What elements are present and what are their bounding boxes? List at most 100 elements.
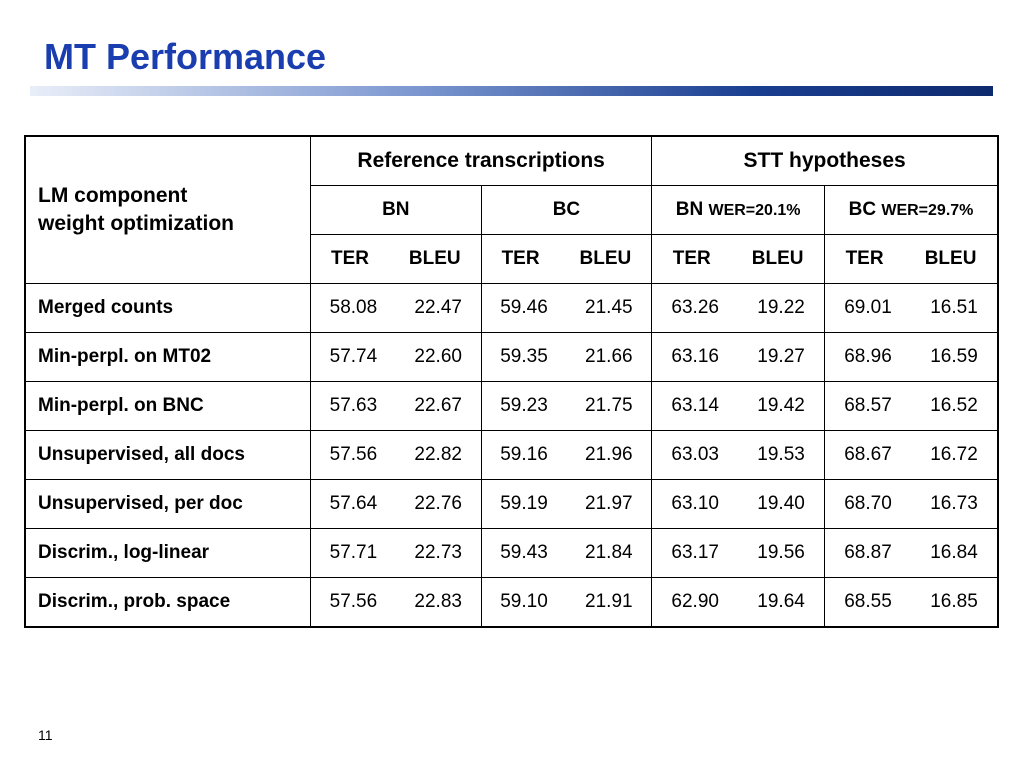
metric-header-cell: TER BLEU xyxy=(651,234,826,284)
metric-bleu: BLEU xyxy=(579,248,632,269)
ter-value: 68.70 xyxy=(844,493,892,514)
row-label: Discrim., prob. space xyxy=(24,577,311,628)
metric-header-cell: TER BLEU xyxy=(480,234,653,284)
metric-ter: TER xyxy=(845,248,884,269)
value-cell: 57.71 22.73 xyxy=(310,528,482,578)
table-row: Discrim., log-linear 57.71 22.73 59.43 21.84… xyxy=(24,528,999,578)
table-row: Unsupervised, per doc 57.64 22.76 59.19 21.9… xyxy=(24,479,999,529)
row-label: Unsupervised, all docs xyxy=(24,430,311,480)
value-cell: 63.17 19.56 xyxy=(651,528,826,578)
metric-ter: TER xyxy=(672,248,711,269)
value-cell: 57.74 22.60 xyxy=(310,332,482,382)
value-cell: 68.57 16.52 xyxy=(824,381,999,431)
ter-value: 63.16 xyxy=(671,346,719,367)
ter-value: 62.90 xyxy=(671,591,719,612)
title-underline-bar xyxy=(30,86,993,96)
bleu-value: 16.84 xyxy=(930,542,978,563)
subgroup-header: BN WER=20.1% xyxy=(651,185,826,235)
row-label: Min-perpl. on BNC xyxy=(24,381,311,431)
value-cell: 57.56 22.83 xyxy=(310,577,482,628)
ter-value: 59.35 xyxy=(500,346,548,367)
row-label: Unsupervised, per doc xyxy=(24,479,311,529)
ter-value: 68.55 xyxy=(844,591,892,612)
value-cell: 57.63 22.67 xyxy=(310,381,482,431)
value-cell: 58.08 22.47 xyxy=(310,283,482,333)
ter-value: 68.87 xyxy=(844,542,892,563)
bleu-value: 16.59 xyxy=(930,346,978,367)
bleu-value: 22.73 xyxy=(414,542,462,563)
table-body: Merged counts 58.08 22.47 59.46 21.45 63.26 19… xyxy=(24,283,999,628)
bleu-value: 16.72 xyxy=(930,444,978,465)
ter-value: 57.56 xyxy=(329,591,378,612)
ter-value: 69.01 xyxy=(844,297,892,318)
row-label: Merged counts xyxy=(24,283,311,333)
ter-value: 58.08 xyxy=(329,297,378,318)
ter-value: 59.19 xyxy=(500,493,548,514)
ter-value: 68.57 xyxy=(844,395,892,416)
ter-value: 59.46 xyxy=(500,297,548,318)
value-cell: 59.10 21.91 xyxy=(480,577,653,628)
subgroup-header: BN xyxy=(310,185,482,235)
group-header-stt: STT hypotheses xyxy=(651,135,999,186)
ter-value: 57.63 xyxy=(329,395,378,416)
ter-value: 59.43 xyxy=(500,542,548,563)
ter-value: 63.14 xyxy=(671,395,719,416)
subgroup-label: BN xyxy=(675,199,704,220)
bleu-value: 22.47 xyxy=(414,297,462,318)
table-row: Min-perpl. on MT02 57.74 22.60 59.35 21.66 63… xyxy=(24,332,999,382)
bleu-value: 21.96 xyxy=(585,444,633,465)
subgroup-wer: WER=29.7% xyxy=(881,202,974,219)
ter-value: 57.71 xyxy=(329,542,378,563)
ter-value: 59.23 xyxy=(500,395,548,416)
header-row-metrics: TER BLEU TER BLEU TER BLEU TER BLEU xyxy=(25,234,999,284)
group-header-reference: Reference transcriptions xyxy=(309,135,653,186)
header-row-subgroups: BN BC BN WER=20.1% BC WER=29.7% xyxy=(25,185,999,235)
ter-value: 68.96 xyxy=(844,346,892,367)
value-cell: 62.90 19.64 xyxy=(651,577,826,628)
ter-value: 57.74 xyxy=(329,346,378,367)
bleu-value: 21.66 xyxy=(585,346,633,367)
bleu-value: 16.85 xyxy=(930,591,978,612)
value-cell: 59.23 21.75 xyxy=(480,381,653,431)
ter-value: 57.64 xyxy=(329,493,378,514)
ter-value: 57.56 xyxy=(329,444,378,465)
bleu-value: 19.22 xyxy=(757,297,805,318)
value-cell: 68.70 16.73 xyxy=(824,479,999,529)
ter-value: 68.67 xyxy=(844,444,892,465)
bleu-value: 21.84 xyxy=(585,542,633,563)
value-cell: 68.96 16.59 xyxy=(824,332,999,382)
value-cell: 68.55 16.85 xyxy=(824,577,999,628)
value-cell: 69.01 16.51 xyxy=(824,283,999,333)
bleu-value: 22.76 xyxy=(414,493,462,514)
value-cell: 63.10 19.40 xyxy=(651,479,826,529)
ter-value: 59.10 xyxy=(500,591,548,612)
ter-value: 59.16 xyxy=(500,444,548,465)
value-cell: 63.14 19.42 xyxy=(651,381,826,431)
value-cell: 63.03 19.53 xyxy=(651,430,826,480)
value-cell: 59.43 21.84 xyxy=(480,528,653,578)
bleu-value: 19.64 xyxy=(757,591,805,612)
table-row: Min-perpl. on BNC 57.63 22.67 59.23 21.75 63.… xyxy=(24,381,999,431)
bleu-value: 19.27 xyxy=(757,346,805,367)
metric-bleu: BLEU xyxy=(751,248,804,269)
ter-value: 63.03 xyxy=(671,444,719,465)
subgroup-label: BC xyxy=(552,199,581,220)
bleu-value: 16.51 xyxy=(930,297,978,318)
value-cell: 63.26 19.22 xyxy=(651,283,826,333)
table-row: Merged counts 58.08 22.47 59.46 21.45 63.26 19… xyxy=(24,283,999,333)
bleu-value: 21.75 xyxy=(585,395,633,416)
value-cell: 57.56 22.82 xyxy=(310,430,482,480)
bleu-value: 22.67 xyxy=(414,395,462,416)
results-table: LM component weight optimization Referen… xyxy=(24,135,999,628)
metric-header-cell: TER BLEU xyxy=(310,234,482,284)
subgroup-wer: WER=20.1% xyxy=(708,202,801,219)
bleu-value: 16.52 xyxy=(930,395,978,416)
slide-title: MT Performance xyxy=(44,36,327,77)
bleu-value: 21.97 xyxy=(585,493,633,514)
row-label: Discrim., log-linear xyxy=(24,528,311,578)
row-label: Min-perpl. on MT02 xyxy=(24,332,311,382)
value-cell: 59.16 21.96 xyxy=(480,430,653,480)
value-cell: 59.19 21.97 xyxy=(480,479,653,529)
metric-ter: TER xyxy=(501,248,540,269)
ter-value: 63.10 xyxy=(671,493,719,514)
